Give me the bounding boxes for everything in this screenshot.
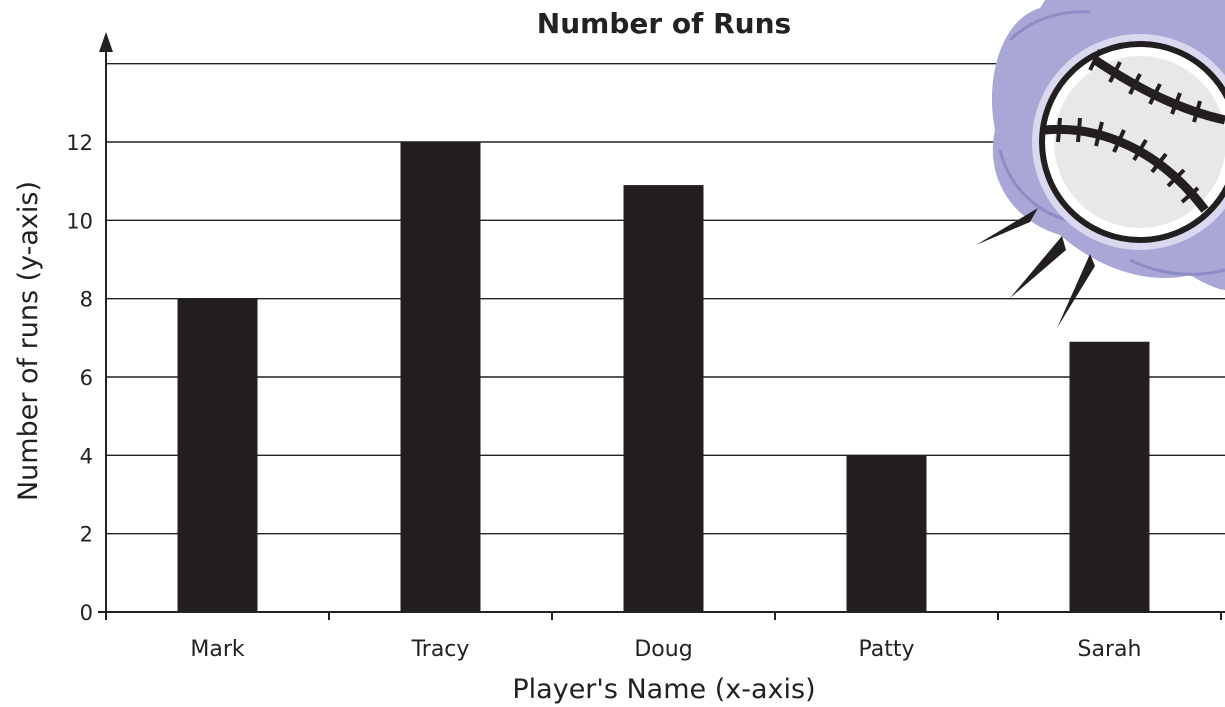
bar-mark: [177, 298, 258, 612]
y-tick-label: 8: [80, 288, 93, 312]
x-category-label: Sarah: [1078, 637, 1142, 662]
x-category-label: Doug: [634, 637, 692, 662]
x-category-label: Mark: [190, 637, 245, 662]
x-category-label: Tracy: [411, 637, 470, 662]
y-axis-arrow: [99, 32, 113, 52]
y-tick-label: 12: [66, 131, 93, 155]
x-category-labels: Mark Tracy Doug Patty Sarah: [190, 637, 1141, 662]
y-tick-labels: 0 2 4 6 8 10 12: [66, 131, 93, 625]
baseball-icon: [976, 0, 1225, 328]
y-tick-label: 0: [80, 601, 93, 625]
y-tick-label: 2: [80, 523, 93, 547]
y-axis-title: Number of runs (y-axis): [13, 181, 44, 501]
y-tick-label: 10: [66, 209, 93, 233]
y-tick-label: 4: [80, 444, 93, 468]
bars: [177, 142, 1150, 613]
axes: [98, 32, 1225, 620]
x-axis-title: Player's Name (x-axis): [512, 674, 815, 705]
bar-tracy: [400, 142, 481, 612]
bar-doug: [623, 185, 704, 613]
y-tick-label: 6: [80, 366, 93, 390]
bar-patty: [846, 455, 927, 612]
x-category-label: Patty: [858, 637, 914, 662]
bar-sarah: [1069, 341, 1150, 612]
chart-title: Number of Runs: [537, 7, 791, 40]
